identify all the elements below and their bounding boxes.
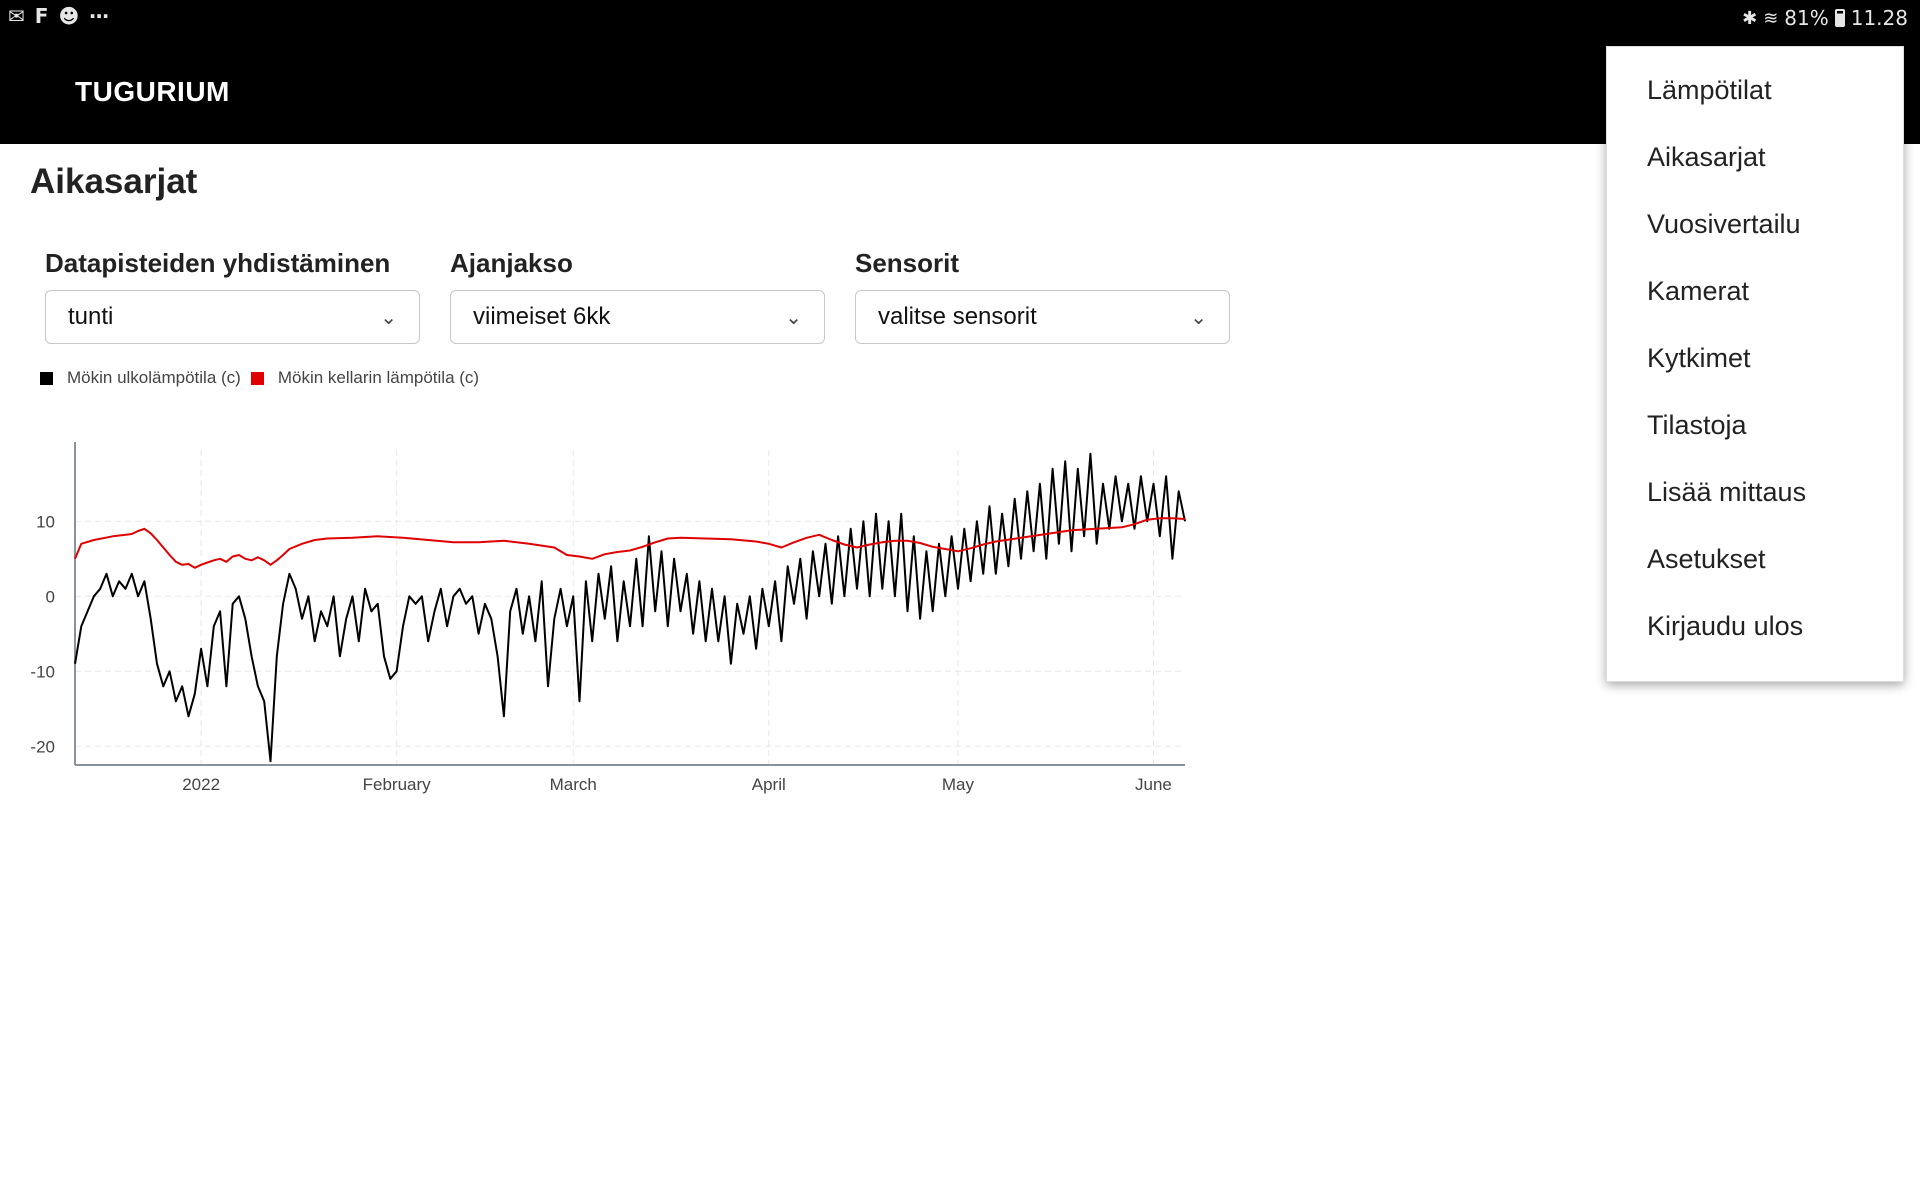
- period-label: Ajanjakso: [450, 248, 573, 278]
- nav-menu: Lämpötilat Aikasarjat Vuosivertailu Kamerat…: [1606, 46, 1904, 682]
- page-title: Aikasarjat: [30, 162, 198, 201]
- wifi-icon: ≋: [1763, 7, 1779, 29]
- x-tick-label: May: [942, 775, 975, 794]
- menu-item-aikasarjat[interactable]: Aikasarjat: [1647, 142, 1766, 172]
- menu-item-vuosivertailu[interactable]: Vuosivertailu: [1647, 209, 1801, 239]
- legend-item-cellar[interactable]: Mökin kellarin lämpötila (c): [250, 368, 480, 388]
- more-icon: ⋯: [89, 4, 110, 28]
- x-tick-label: June: [1135, 775, 1172, 794]
- battery-icon: [1834, 9, 1845, 27]
- y-tick-label: 10: [36, 512, 55, 531]
- app-bar: TUGURIUM: [0, 38, 1920, 144]
- legend-label-outdoor: Mökin ulkolämpötila (c): [67, 368, 241, 387]
- x-tick-label: 2022: [182, 775, 220, 794]
- legend-label-cellar: Mökin kellarin lämpötila (c): [277, 368, 480, 387]
- sensors-label: Sensorit: [855, 248, 960, 278]
- sensors-select[interactable]: valitse sensorit ⌄: [855, 290, 1230, 344]
- legend-swatch-cellar: [250, 371, 264, 385]
- menu-item-tilastoja[interactable]: Tilastoja: [1647, 410, 1747, 440]
- menu-item-lämpötilat[interactable]: Lämpötilat: [1647, 75, 1772, 105]
- chevron-down-icon: ⌄: [380, 306, 397, 329]
- period-select[interactable]: viimeiset 6kk ⌄: [450, 290, 825, 344]
- aggregation-filter: Datapisteiden yhdistäminen tunti ⌄: [45, 248, 420, 344]
- menu-item-kirjaudu-ulos[interactable]: Kirjaudu ulos: [1647, 611, 1804, 641]
- timeseries-chart: 10 0 -10 -20 2022 February March April May June: [30, 442, 1186, 794]
- x-tick-label: March: [550, 775, 597, 794]
- f-icon: F: [34, 4, 49, 28]
- menu-item-asetukset[interactable]: Asetukset: [1647, 544, 1766, 574]
- sensors-filter: Sensorit valitse sensorit ⌄: [855, 248, 1230, 344]
- sensors-value: valitse sensorit: [878, 303, 1037, 330]
- legend-swatch-outdoor: [40, 371, 53, 385]
- y-tick-label: -10: [30, 662, 55, 681]
- aggregation-value: tunti: [68, 303, 114, 330]
- menu-item-kytkimet[interactable]: Kytkimet: [1647, 343, 1751, 373]
- gmail-icon: ✉: [8, 4, 25, 28]
- chevron-down-icon: ⌄: [1190, 306, 1207, 329]
- aggregation-label: Datapisteiden yhdistäminen: [45, 248, 391, 278]
- clock: 11.28: [1850, 6, 1908, 30]
- y-tick-label: 0: [46, 587, 55, 606]
- battery-percent: 81%: [1784, 6, 1829, 30]
- period-value: viimeiset 6kk: [473, 303, 611, 330]
- series-line-outdoor: [74, 452, 1186, 763]
- x-tick-label: April: [752, 775, 786, 794]
- brand-logo[interactable]: TUGURIUM: [75, 76, 230, 107]
- aggregation-select[interactable]: tunti ⌄: [45, 290, 420, 344]
- period-filter: Ajanjakso viimeiset 6kk ⌄: [450, 248, 825, 344]
- status-bar: ✉ F ☻ ⋯ ✱ ≋ 81% 11.28: [0, 0, 1920, 38]
- chart-legend: Mökin ulkolämpötila (c) Mökin kellarin l…: [40, 368, 489, 388]
- chevron-down-icon: ⌄: [785, 306, 802, 329]
- x-tick-label: February: [363, 775, 432, 794]
- bluetooth-icon: ✱: [1742, 7, 1758, 29]
- panda-icon: ☻: [58, 4, 80, 28]
- legend-item-outdoor[interactable]: Mökin ulkolämpötila (c): [40, 368, 241, 388]
- series-line-cellar: [74, 517, 1186, 569]
- y-tick-label: -20: [30, 737, 55, 756]
- menu-item-kamerat[interactable]: Kamerat: [1647, 276, 1750, 306]
- menu-item-lisää-mittaus[interactable]: Lisää mittaus: [1647, 477, 1807, 507]
